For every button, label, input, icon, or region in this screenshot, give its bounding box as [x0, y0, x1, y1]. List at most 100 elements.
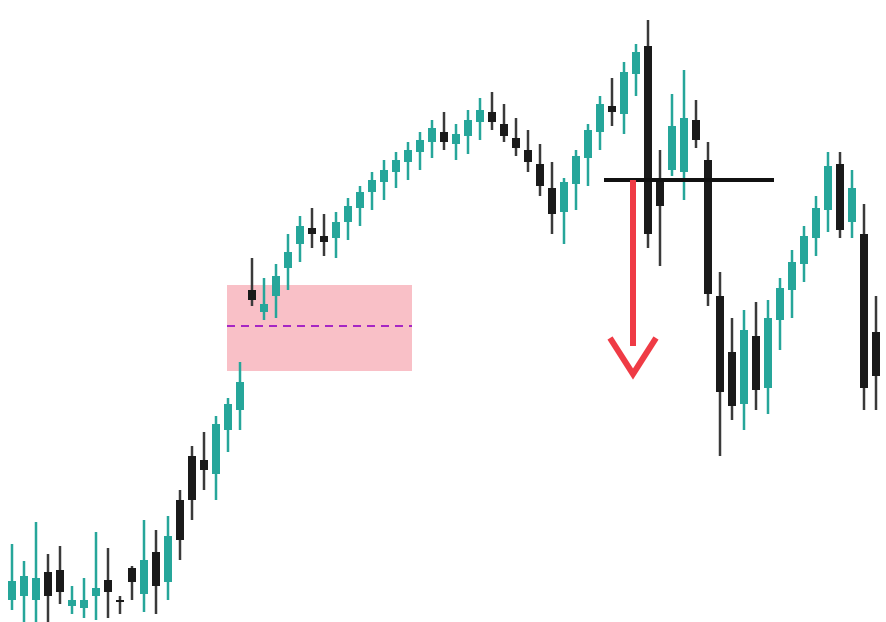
candle-body — [860, 234, 868, 388]
candlestick — [176, 490, 184, 560]
down-arrow — [607, 180, 659, 380]
candle-body — [488, 112, 496, 122]
candle-body — [644, 46, 652, 234]
candle-body — [692, 120, 700, 140]
candlestick — [440, 112, 448, 150]
candle-body — [152, 552, 160, 586]
candle-body — [572, 156, 580, 184]
candlestick — [512, 118, 520, 156]
candlestick — [128, 566, 136, 600]
candle-wick — [502, 104, 506, 142]
candlestick — [848, 170, 856, 238]
candle-wick — [94, 532, 98, 620]
candlestick — [728, 318, 736, 420]
candle-body — [596, 104, 604, 132]
candle-wick — [10, 544, 14, 610]
candle-body — [320, 236, 328, 242]
candlestick — [368, 172, 376, 210]
candlestick — [656, 150, 664, 266]
zone-rect — [227, 285, 412, 371]
candle-body — [176, 500, 184, 540]
candlestick — [548, 162, 556, 234]
candle-body — [620, 72, 628, 114]
candle-body — [680, 118, 688, 172]
candle-body — [500, 124, 508, 136]
candle-body — [140, 560, 148, 594]
candlestick — [272, 264, 280, 318]
candle-body — [392, 160, 400, 172]
candle-body — [440, 132, 448, 142]
candle-wick — [262, 278, 266, 320]
candle-body — [560, 182, 568, 212]
candle-body — [788, 262, 796, 290]
candlestick — [632, 44, 640, 96]
candlestick — [356, 186, 364, 226]
candle-body — [92, 588, 100, 596]
candle-series-layer — [8, 20, 880, 622]
candle-body — [836, 164, 844, 230]
annotation-overlay-layer — [604, 178, 774, 380]
candle-wick — [514, 118, 518, 156]
candlestick — [680, 70, 688, 200]
candlestick — [464, 110, 472, 154]
candle-body — [80, 600, 88, 608]
candlestick — [788, 250, 796, 318]
candlestick — [224, 398, 232, 452]
candlestick — [320, 214, 328, 256]
candle-body — [476, 110, 484, 122]
candlestick — [200, 432, 208, 490]
candlestick — [392, 152, 400, 188]
candlestick — [32, 522, 40, 622]
candle-body — [536, 164, 544, 186]
candlestick — [248, 258, 256, 306]
candle-body — [848, 188, 856, 222]
candle-body — [740, 330, 748, 404]
candle-body — [116, 600, 124, 602]
candlestick — [572, 150, 580, 210]
candle-wick — [250, 258, 254, 306]
candle-body — [200, 460, 208, 470]
candlestick — [92, 532, 100, 620]
candle-body — [356, 192, 364, 208]
candle-wick — [34, 522, 38, 622]
candlestick — [644, 20, 652, 248]
candle-wick — [82, 578, 86, 618]
candlestick — [704, 142, 712, 306]
candle-body — [68, 600, 76, 606]
candlestick — [56, 546, 64, 604]
candlestick — [188, 446, 196, 520]
candle-body — [512, 138, 520, 148]
candle-body — [332, 222, 340, 238]
candlestick — [692, 100, 700, 148]
candlestick — [596, 96, 604, 150]
candle-body — [452, 134, 460, 144]
candle-body — [236, 382, 244, 410]
candle-body — [824, 166, 832, 210]
candlestick — [452, 124, 460, 160]
candlestick — [380, 160, 388, 200]
candle-body — [464, 120, 472, 136]
candlestick — [236, 362, 244, 430]
candlestick — [44, 554, 52, 622]
candlestick — [20, 561, 28, 622]
candlestick — [332, 212, 340, 258]
candlestick — [560, 178, 568, 244]
arrow-head — [607, 336, 659, 380]
candle-body — [8, 581, 16, 600]
candlestick — [824, 152, 832, 232]
candle-wick — [130, 566, 134, 600]
candlestick — [344, 198, 352, 240]
candle-body — [584, 130, 592, 158]
candlestick — [524, 130, 532, 172]
candle-body — [404, 150, 412, 162]
candle-wick — [658, 150, 662, 266]
candle-body — [272, 276, 280, 296]
candlestick — [284, 234, 292, 290]
candle-body — [188, 456, 196, 500]
candle-body — [44, 572, 52, 596]
candle-body — [32, 578, 40, 600]
candle-body — [872, 332, 880, 376]
candlestick — [260, 278, 268, 320]
